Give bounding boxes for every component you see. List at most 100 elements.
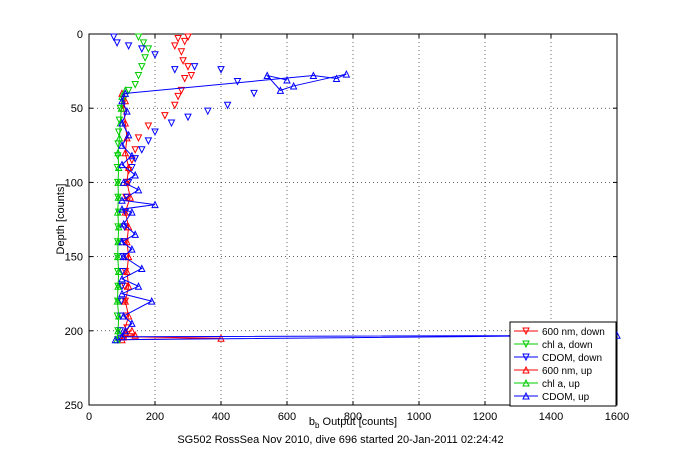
data-point xyxy=(170,66,179,74)
x-tick-label: 1400 xyxy=(539,411,563,423)
data-point xyxy=(522,327,530,336)
y-tick-label: 100 xyxy=(65,177,83,189)
data-point xyxy=(131,230,140,238)
data-point xyxy=(118,274,126,283)
x-axis-label: bb Output [counts] xyxy=(309,416,397,430)
data-point xyxy=(233,77,242,86)
data-point xyxy=(139,39,148,48)
legend: 600 nm, down chl a, down CDOM, down 600 nm,… xyxy=(509,321,617,407)
data-point xyxy=(289,81,298,90)
data-point xyxy=(114,267,123,275)
data-point xyxy=(134,282,143,290)
data-point xyxy=(121,297,130,305)
data-point xyxy=(180,75,189,83)
data-point xyxy=(283,75,291,84)
data-point xyxy=(121,148,130,157)
data-point xyxy=(187,72,196,80)
data-point xyxy=(128,326,136,335)
y-tick-label: 50 xyxy=(71,103,83,115)
data-point xyxy=(134,185,143,194)
x-tick-label: 1200 xyxy=(473,411,497,423)
y-axis-label: Depth [counts] xyxy=(55,184,67,255)
x-tick-label: 200 xyxy=(146,411,164,423)
data-point xyxy=(117,104,126,112)
data-point xyxy=(118,282,126,291)
x-tick-label: 0 xyxy=(86,411,92,423)
data-point xyxy=(151,128,159,137)
data-point xyxy=(124,311,133,320)
data-point xyxy=(179,57,187,65)
series-line xyxy=(121,93,222,341)
data-point xyxy=(180,37,189,46)
data-point xyxy=(250,89,258,98)
x-axis-label-subscript: b xyxy=(315,421,320,430)
data-point xyxy=(116,327,125,335)
data-point xyxy=(137,264,146,272)
series-layer xyxy=(109,33,621,344)
data-point xyxy=(137,146,146,154)
data-point xyxy=(522,340,530,349)
figure-caption: SG502 RossSea Nov 2010, dive 696 started… xyxy=(177,434,504,446)
data-point xyxy=(177,86,186,95)
x-axis-label-main: b xyxy=(309,416,315,428)
data-point xyxy=(131,80,140,89)
data-point xyxy=(113,267,122,276)
data-point xyxy=(121,326,130,335)
data-point xyxy=(114,326,122,335)
x-tick-label: 600 xyxy=(278,411,296,423)
data-point xyxy=(263,71,272,80)
legend-label: chl a, up xyxy=(542,379,580,390)
data-point xyxy=(174,92,182,101)
legend-label: CDOM, down xyxy=(542,353,602,364)
data-point xyxy=(184,63,192,71)
data-point xyxy=(124,282,133,290)
data-point xyxy=(170,101,179,110)
x-tick-label: 400 xyxy=(212,411,230,423)
data-point xyxy=(128,245,136,253)
data-point xyxy=(117,297,126,306)
y-tick-label: 250 xyxy=(65,400,83,412)
data-point xyxy=(123,107,131,115)
data-point xyxy=(124,130,133,139)
grid xyxy=(89,34,617,405)
data-point xyxy=(161,112,169,120)
data-point xyxy=(137,63,146,71)
data-point xyxy=(118,289,126,298)
data-point xyxy=(124,163,133,172)
data-point xyxy=(118,196,126,204)
data-point xyxy=(113,39,121,48)
data-point xyxy=(134,134,143,142)
data-point xyxy=(217,66,225,74)
data-point xyxy=(131,170,140,179)
legend-label: chl a, down xyxy=(542,340,593,351)
data-point xyxy=(114,282,122,290)
data-point xyxy=(128,156,136,165)
data-point xyxy=(522,353,530,362)
data-point xyxy=(113,252,122,261)
data-point xyxy=(114,178,122,186)
data-point xyxy=(309,71,318,80)
series-cdom-up xyxy=(111,69,621,344)
data-point xyxy=(276,86,285,94)
x-tick-label: 1000 xyxy=(407,411,431,423)
data-point xyxy=(151,200,159,209)
data-point xyxy=(184,113,192,122)
data-point xyxy=(167,119,176,128)
data-point xyxy=(144,45,153,53)
data-point xyxy=(118,118,126,127)
data-point xyxy=(144,122,153,131)
data-point xyxy=(118,141,126,149)
data-point xyxy=(128,207,136,216)
data-point xyxy=(223,101,232,110)
x-axis-label-rest: Output [counts] xyxy=(319,416,397,428)
data-point xyxy=(109,33,118,42)
data-point xyxy=(151,51,159,59)
y-tick-label: 0 xyxy=(77,29,83,41)
data-point xyxy=(114,311,123,320)
data-point xyxy=(174,34,182,43)
y-tick-label: 200 xyxy=(65,326,83,338)
data-point xyxy=(134,33,143,42)
data-point xyxy=(128,319,136,327)
legend-label: 600 nm, up xyxy=(542,366,592,377)
